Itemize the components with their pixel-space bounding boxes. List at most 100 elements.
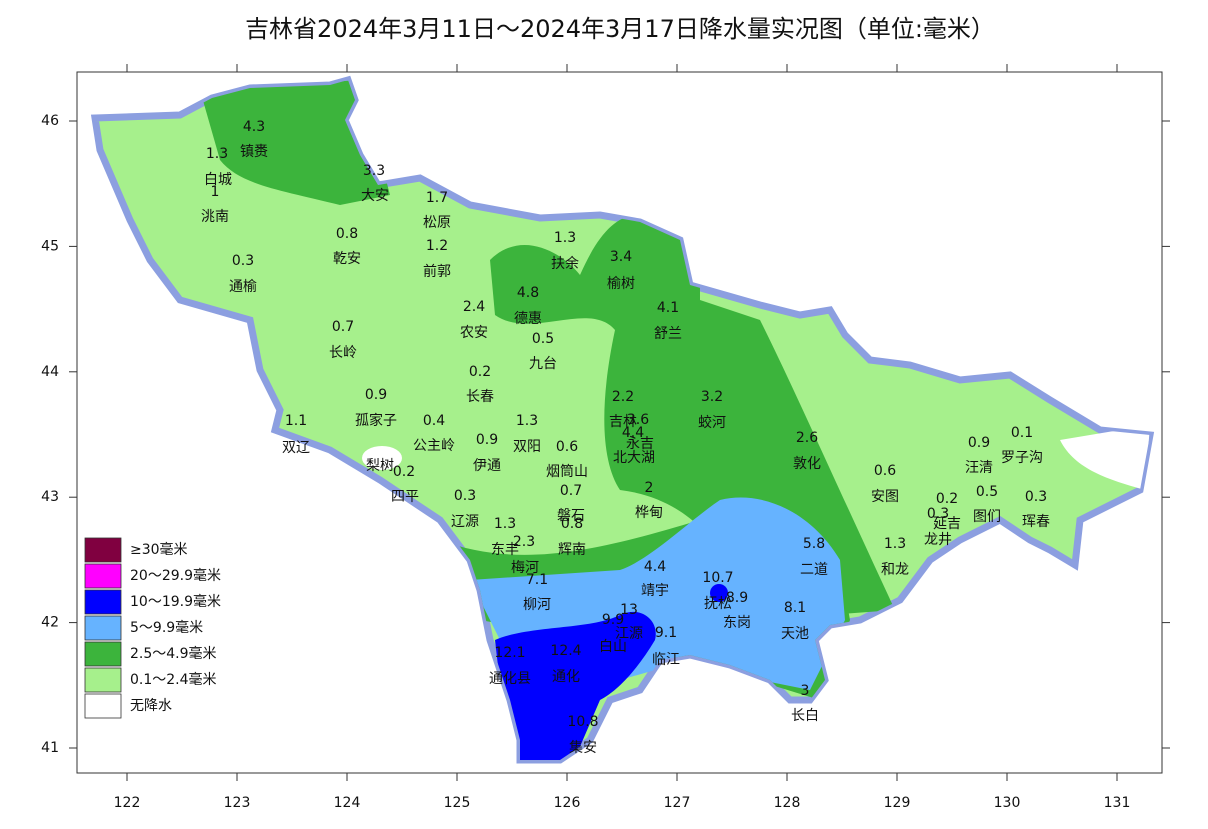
legend-swatch xyxy=(84,667,122,693)
x-tick-label: 128 xyxy=(774,795,801,811)
station-value: 9.1 xyxy=(655,625,677,641)
station-name: 珲春 xyxy=(1022,514,1050,530)
station-value: 8.9 xyxy=(726,590,748,606)
station-value: 0.7 xyxy=(560,483,582,499)
legend-swatch xyxy=(84,615,122,641)
zone-blue xyxy=(710,584,728,602)
station-name: 罗子沟 xyxy=(1001,450,1043,466)
station-name: 洮南 xyxy=(201,209,229,225)
station-value: 0.9 xyxy=(476,432,498,448)
station-value: 1.3 xyxy=(494,516,516,532)
station-name: 长春 xyxy=(466,389,494,405)
legend-label: ≥30毫米 xyxy=(130,541,188,558)
station-name: 吉林 xyxy=(609,414,637,430)
station-name: 龙井 xyxy=(924,532,952,548)
legend-label: 无降水 xyxy=(130,698,172,714)
y-tick-label: 43 xyxy=(41,489,59,505)
x-tick-label: 126 xyxy=(554,795,581,811)
station-value: 3.3 xyxy=(363,163,385,179)
station-value: 0.7 xyxy=(332,319,354,335)
station-name: 乾安 xyxy=(333,251,361,267)
y-tick-label: 41 xyxy=(41,740,59,756)
legend-label: 20～29.9毫米 xyxy=(130,567,221,584)
zone-green xyxy=(200,80,390,205)
map-title: 吉林省2024年3月11日～2024年3月17日降水量实况图（单位:毫米） xyxy=(245,15,995,43)
map-frame xyxy=(76,71,1163,774)
station-value: 0.2 xyxy=(393,464,415,480)
x-tick-label: 129 xyxy=(884,795,911,811)
station-value: 4.4 xyxy=(644,559,666,575)
station-name: 农安 xyxy=(460,325,488,341)
station-name: 图们 xyxy=(973,509,1001,525)
station-name: 集安 xyxy=(569,739,597,756)
station-name: 梨树 xyxy=(366,458,394,474)
x-tick-label: 122 xyxy=(114,795,141,811)
station-value: 0.4 xyxy=(423,413,445,429)
station-name: 靖宇 xyxy=(641,583,669,599)
x-tick-label: 127 xyxy=(664,795,691,811)
station-name: 大安 xyxy=(361,188,389,204)
y-tick-label: 46 xyxy=(41,113,59,129)
station-name: 双阳 xyxy=(513,439,541,455)
y-tick-label: 45 xyxy=(41,238,59,254)
station-name: 天池 xyxy=(781,626,809,642)
station-name: 北大湖 xyxy=(613,450,655,466)
station-value: 3.4 xyxy=(610,249,632,265)
station-value: 0.3 xyxy=(1025,489,1047,505)
station-value: 3.2 xyxy=(701,389,723,405)
station-value: 3 xyxy=(801,683,810,699)
x-tick-label: 124 xyxy=(334,795,361,811)
station-name: 敦化 xyxy=(793,456,821,472)
station-name: 辽源 xyxy=(451,514,479,530)
station-name: 通化 xyxy=(552,669,580,685)
station-name: 桦甸 xyxy=(635,505,663,521)
x-tick-label: 123 xyxy=(224,795,251,811)
x-tick-label: 130 xyxy=(994,795,1021,811)
station-value: 0.9 xyxy=(365,387,387,403)
zone-blue xyxy=(495,611,656,760)
station-name: 辉南 xyxy=(558,542,586,558)
station-value: 7.1 xyxy=(526,572,548,588)
station-name: 烟筒山 xyxy=(546,463,588,480)
station-value: 1.3 xyxy=(206,146,228,162)
x-tick-label: 131 xyxy=(1104,795,1131,811)
station-value: 2 xyxy=(645,480,654,496)
station-value: 2.4 xyxy=(463,299,485,315)
station-value: 0.8 xyxy=(336,226,358,242)
station-name: 汪清 xyxy=(965,460,993,476)
station-name: 蛟河 xyxy=(698,415,726,431)
station-name: 梅河 xyxy=(511,560,539,576)
y-tick-label: 44 xyxy=(41,364,59,380)
station-value: 1 xyxy=(211,184,220,200)
station-name: 二道 xyxy=(800,562,828,578)
station-name: 通化县 xyxy=(489,671,531,687)
station-value: 9.9 xyxy=(602,612,624,628)
station-value: 8.1 xyxy=(784,600,806,616)
legend-swatch xyxy=(84,563,122,589)
station-name: 四平 xyxy=(391,489,419,505)
station-name: 柳河 xyxy=(523,596,551,613)
zone-none xyxy=(362,446,402,470)
station-value: 12.1 xyxy=(494,645,525,661)
station-name: 德惠 xyxy=(514,311,542,327)
station-value: 4.1 xyxy=(657,300,679,316)
station-value: 5.8 xyxy=(803,536,825,552)
station-value: 1.3 xyxy=(884,536,906,552)
station-value: 0.6 xyxy=(874,463,896,479)
station-value: 2.2 xyxy=(612,389,634,405)
station-value: 0.5 xyxy=(532,331,554,347)
legend-label: 0.1～2.4毫米 xyxy=(130,671,217,688)
station-name: 通榆 xyxy=(229,279,257,295)
station-value: 0.3 xyxy=(454,488,476,504)
station-value: 0.1 xyxy=(1011,425,1033,441)
legend-swatch xyxy=(84,693,122,719)
legend-label: 5～9.9毫米 xyxy=(130,619,203,636)
station-value: 3.6 xyxy=(627,412,649,428)
station-name: 双辽 xyxy=(282,440,310,456)
station-value: 1.3 xyxy=(516,413,538,429)
station-value: 1.1 xyxy=(285,413,307,429)
station-value: 0.3 xyxy=(232,253,254,269)
station-name: 磐石 xyxy=(557,508,585,524)
stations: 4.3 镇赉 1.3 白城1 洮南 3.3 大安 1.7 松原 0.8 乾安 1.2 前郭 1.3 扶余 0.… xyxy=(201,119,1050,756)
